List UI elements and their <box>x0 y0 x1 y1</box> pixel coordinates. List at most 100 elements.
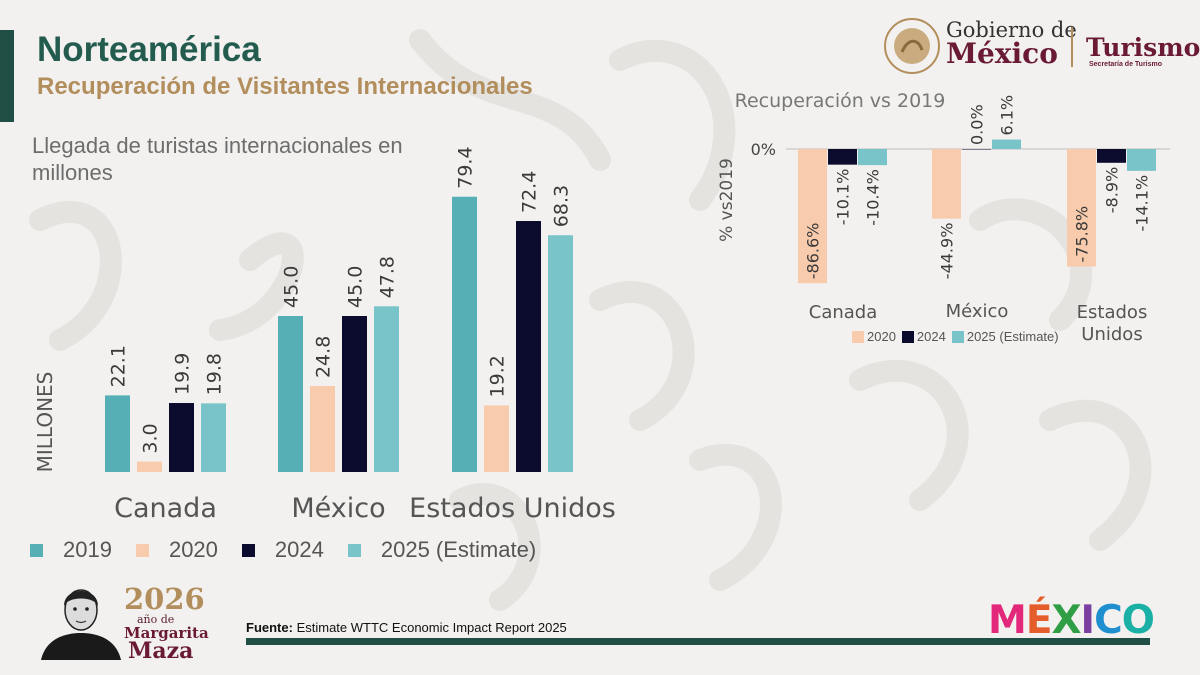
bar-mexico-2025-estimate <box>374 306 399 472</box>
recovery-label-estados-unidos-2025-estimate: -14.1% <box>1133 175 1152 232</box>
legend-swatch-2025 <box>347 543 361 557</box>
data-label-estados-unidos-2019: 79.4 <box>455 146 477 188</box>
data-label-canada-2020: 3.0 <box>140 423 162 453</box>
recovery-label-mexico-2025-estimate: 6.1% <box>998 95 1017 136</box>
data-label-mexico-2025-estimate: 47.8 <box>377 256 399 298</box>
mexico-brand-logo: MÉXICO <box>988 598 1155 643</box>
recovery-bar-mexico-2020 <box>932 149 961 219</box>
recovery-label-canada-2020: -86.6% <box>804 223 823 280</box>
recovery-label-estados-unidos-2020: -75.8% <box>1073 206 1092 263</box>
legend-item-2024: 2024 <box>241 537 324 563</box>
title-accent-bar <box>0 30 14 122</box>
legend-swatch-2020-right <box>852 330 864 343</box>
legend-item-2024-right: 2024 <box>901 329 946 344</box>
legend-label-2024-right: 2024 <box>916 329 946 344</box>
data-label-estados-unidos-2020: 19.2 <box>487 355 509 397</box>
page-title: Norteamérica <box>37 30 261 69</box>
legend-label-2020: 2020 <box>168 537 218 562</box>
recovery-bar-canada-2024 <box>828 149 857 165</box>
recovery-bar-canada-2025-estimate <box>858 149 887 166</box>
recovery-bar-estados-unidos-2024 <box>1097 149 1126 163</box>
recovery-bar-mexico-2025-estimate <box>992 139 1021 149</box>
turismo-logo: Turismo <box>1086 33 1200 62</box>
recovery-category-mexico-0: México <box>946 301 1009 322</box>
legend-item-2020: 2020 <box>135 537 218 563</box>
left-chart-title: Llegada de turistas internacionales en m… <box>32 133 403 185</box>
anniversary-of: año de <box>137 613 175 626</box>
brand-letter-m: M <box>988 598 1027 643</box>
gobierno-line1: Gobierno de <box>946 18 1077 42</box>
recovery-label-mexico-2020: -44.9% <box>938 223 957 280</box>
recovery-bar-estados-unidos-2020 <box>1067 149 1096 267</box>
legend-item-2025-right: 2025 (Estimate) <box>951 329 1059 344</box>
legend-label-2024: 2024 <box>274 537 324 562</box>
bar-canada-2019 <box>105 395 130 472</box>
left-y-axis-label: MILLONES <box>33 372 57 473</box>
turismo-subtitle: Secretaría de Turismo <box>1089 61 1163 68</box>
bar-estados-unidos-2019 <box>452 196 477 472</box>
anniversary-name1: Margarita <box>124 624 209 642</box>
right-y-tick-zero: 0% <box>751 140 776 159</box>
bar-canada-2024 <box>169 403 194 472</box>
recovery-label-canada-2025-estimate: -10.4% <box>864 169 883 226</box>
recovery-bar-mexico-2024 <box>962 149 991 150</box>
page-subtitle: Recuperación de Visitantes Internacional… <box>37 73 533 100</box>
recovery-category-canada-0: Canada <box>809 302 878 323</box>
legend-swatch-2024-right <box>901 330 914 343</box>
brand-letter-e: É <box>1025 598 1053 643</box>
recovery-category-estados-unidos-0: Estados <box>1077 302 1148 323</box>
data-label-estados-unidos-2024: 72.4 <box>519 171 541 213</box>
left-chart-legend: 2019 2020 2024 2025 (Estimate) <box>30 537 560 563</box>
bar-estados-unidos-2020 <box>484 405 509 472</box>
brand-letter-i: I <box>1080 598 1095 643</box>
brand-letter-c: C <box>1094 598 1123 643</box>
legend-label-2025: 2025 (Estimate) <box>380 537 537 562</box>
logo-divider <box>1071 27 1073 67</box>
bar-estados-unidos-2024 <box>516 221 541 472</box>
data-label-mexico-2024: 45.0 <box>345 266 367 308</box>
category-label-canada: Canada <box>114 493 217 524</box>
recovery-label-mexico-2024: 0.0% <box>968 104 987 145</box>
category-label-estados-unidos: Estados Unidos <box>409 493 616 524</box>
anniversary-year: 2026 <box>124 582 205 616</box>
recovery-bar-chart: Recuperación vs 2019 0% % vs2019 -86.6% -10.… <box>717 90 1170 345</box>
data-label-canada-2024: 19.9 <box>172 353 194 395</box>
margarita-maza-portrait <box>41 589 121 660</box>
legend-label-2025-right: 2025 (Estimate) <box>966 329 1059 344</box>
recovery-bar-estados-unidos-2025-estimate <box>1127 149 1156 171</box>
bar-estados-unidos-2025-estimate <box>548 235 573 472</box>
source-label: Fuente: <box>246 620 293 635</box>
data-label-mexico-2019: 45.0 <box>281 266 303 308</box>
bar-canada-2025-estimate <box>201 403 226 472</box>
legend-item-2019: 2019 <box>30 537 112 563</box>
data-label-canada-2025-estimate: 19.8 <box>204 353 226 395</box>
recovery-label-estados-unidos-2024: -8.9% <box>1103 167 1122 213</box>
bar-mexico-2024 <box>342 316 367 472</box>
recovery-label-canada-2024: -10.1% <box>834 169 853 226</box>
legend-label-2019: 2019 <box>63 537 112 562</box>
recovery-category-estados-unidos-1: Unidos <box>1081 324 1142 345</box>
right-y-axis-label: % vs2019 <box>717 158 737 242</box>
right-chart-legend: 2020 2024 2025 (Estimate) <box>852 329 1065 344</box>
legend-swatch-2025-right <box>951 330 964 343</box>
recovery-bar-canada-2020 <box>798 149 827 284</box>
legend-item-2025: 2025 (Estimate) <box>347 537 537 563</box>
arrivals-bar-chart: MILLONES 22.1 3.0 19.9 19.8 Canada 45.0 24.8 45.… <box>33 146 616 524</box>
bar-canada-2020 <box>137 461 162 472</box>
category-label-mexico: México <box>291 493 385 524</box>
source-note: Fuente: Estimate WTTC Economic Impact Re… <box>246 620 567 635</box>
legend-swatch-2019 <box>30 543 43 557</box>
legend-label-2020-right: 2020 <box>867 329 896 344</box>
data-label-mexico-2020: 24.8 <box>313 336 335 378</box>
data-label-estados-unidos-2025-estimate: 68.3 <box>551 185 573 227</box>
bar-mexico-2019 <box>278 316 303 472</box>
bar-mexico-2020 <box>310 386 335 472</box>
legend-item-2020-right: 2020 <box>852 329 896 344</box>
right-chart-title: Recuperación vs 2019 <box>735 90 946 112</box>
brand-letter-o: O <box>1121 598 1155 643</box>
footer-line <box>246 638 1150 645</box>
source-text: Estimate WTTC Economic Impact Report 202… <box>296 620 567 635</box>
legend-swatch-2024 <box>241 543 255 557</box>
data-label-canada-2019: 22.1 <box>108 345 130 387</box>
